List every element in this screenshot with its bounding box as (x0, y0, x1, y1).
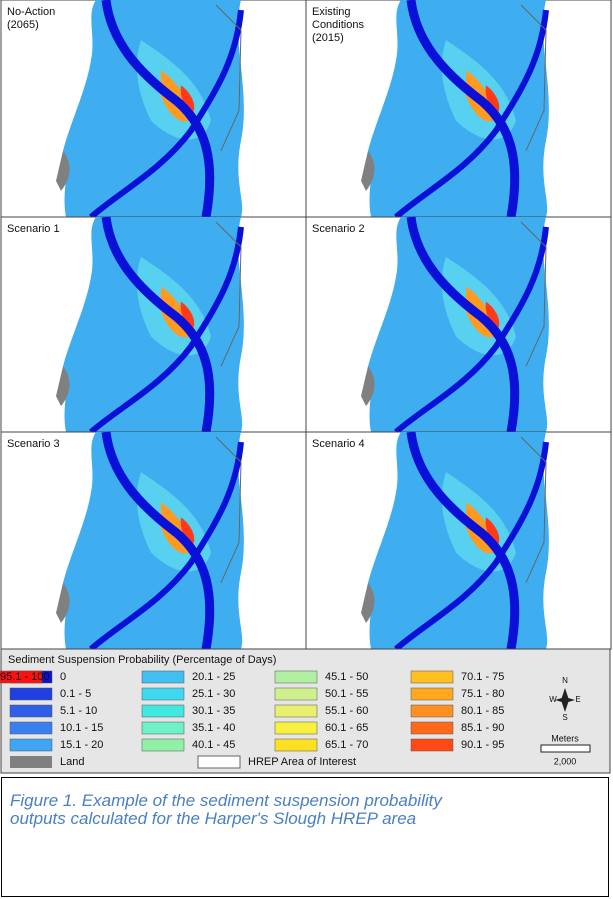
caption-line: outputs calculated for the Harper's Slou… (10, 809, 417, 828)
compass-letter: S (562, 713, 567, 722)
legend-label: 80.1 - 85 (461, 705, 504, 717)
map-panel: No-Action(2065) (0, 0, 307, 217)
legend-label: 50.1 - 55 (325, 688, 368, 700)
panel-label: Scenario 4 (312, 438, 365, 450)
legend-swatch (274, 670, 318, 684)
legend-swatch (141, 704, 185, 718)
figure: No-Action(2065)ExistingConditions(2015)S… (0, 0, 612, 774)
hrep-swatch (197, 755, 241, 769)
panel-label: Scenario 2 (312, 223, 365, 235)
legend-label: 25.1 - 30 (192, 688, 235, 700)
legend-swatch (274, 704, 318, 718)
legend-swatch (0, 670, 43, 684)
legend-swatch (410, 738, 454, 752)
legend-swatch (9, 704, 53, 718)
legend-label: HREP Area of Interest (248, 756, 356, 768)
legend-label: 40.1 - 45 (192, 739, 235, 751)
legend-label: 5.1 - 10 (60, 705, 97, 717)
legend-label: 15.1 - 20 (60, 739, 103, 751)
legend-swatch (274, 738, 318, 752)
panel-label: (2065) (7, 19, 39, 31)
panel-label: Conditions (312, 19, 364, 31)
legend-swatch (410, 670, 454, 684)
legend-label: 30.1 - 35 (192, 705, 235, 717)
legend-label: 0 (60, 671, 66, 683)
panel-label: (2015) (312, 32, 344, 44)
map-panel: Scenario 4 (305, 432, 612, 649)
legend-swatch (141, 721, 185, 735)
legend-label: 75.1 - 80 (461, 688, 504, 700)
legend-label: 70.1 - 75 (461, 671, 504, 683)
panel-label: No-Action (7, 6, 55, 18)
compass-letter: E (575, 695, 580, 704)
map-panel: Scenario 2 (305, 217, 612, 432)
legend-swatch (141, 738, 185, 752)
legend-swatch (141, 687, 185, 701)
legend-label: 10.1 - 15 (60, 722, 103, 734)
legend-label: 45.1 - 50 (325, 671, 368, 683)
panel-label: Existing (312, 6, 351, 18)
north-arrow (555, 688, 575, 712)
legend-swatch (410, 704, 454, 718)
legend-swatch (274, 687, 318, 701)
map-panel: Scenario 1 (0, 217, 307, 432)
legend-label: 20.1 - 25 (192, 671, 235, 683)
legend-title: Sediment Suspension Probability (Percent… (8, 654, 276, 666)
scale-value: 2,000 (554, 756, 577, 766)
legend-label: 0.1 - 5 (60, 688, 91, 700)
panel-label: Scenario 3 (7, 438, 60, 450)
legend-swatch (9, 721, 53, 735)
legend-swatch (410, 687, 454, 701)
map-panel: Scenario 3 (0, 432, 307, 649)
land-swatch (10, 756, 52, 768)
legend-label: 95.1 - 100 (0, 671, 50, 683)
legend-label: 90.1 - 95 (461, 739, 504, 751)
scale-unit: Meters (551, 733, 579, 743)
caption-box: Figure 1. Example of the sediment suspen… (1, 777, 609, 897)
compass-letter: W (549, 695, 557, 704)
scale-bar (540, 744, 591, 753)
legend-label: 60.1 - 65 (325, 722, 368, 734)
legend-label: 55.1 - 60 (325, 705, 368, 717)
legend-label: 65.1 - 70 (325, 739, 368, 751)
panel-label: Scenario 1 (7, 223, 60, 235)
legend-swatch (9, 687, 53, 701)
caption-line: Figure 1. Example of the sediment suspen… (10, 791, 442, 810)
legend-swatch (141, 670, 185, 684)
legend-swatch (9, 738, 53, 752)
legend-label: Land (60, 756, 84, 768)
legend-label: 85.1 - 90 (461, 722, 504, 734)
compass-letter: N (562, 676, 568, 685)
legend-swatch (410, 721, 454, 735)
legend-label: 35.1 - 40 (192, 722, 235, 734)
legend-swatch (274, 721, 318, 735)
